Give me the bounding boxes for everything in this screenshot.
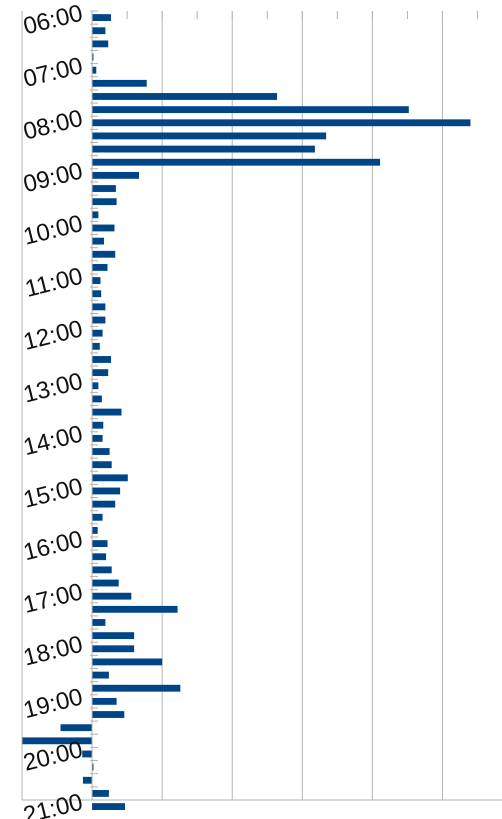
bar <box>92 382 99 390</box>
bar <box>92 566 112 574</box>
bar <box>92 540 108 547</box>
y-tick-label: 06:00 <box>21 0 86 40</box>
bar <box>92 395 102 403</box>
y-tick-label: 13:00 <box>21 368 86 409</box>
axes <box>21 10 502 801</box>
bar <box>92 763 94 771</box>
gridlines <box>161 11 443 800</box>
bar <box>92 369 109 377</box>
y-tick-label: 16:00 <box>21 526 86 567</box>
bar <box>92 93 278 100</box>
bar <box>92 329 103 337</box>
bar <box>92 14 111 21</box>
y-tick-label: 15:00 <box>21 473 86 514</box>
bar <box>92 474 128 482</box>
bar <box>92 697 117 705</box>
bar <box>92 224 115 232</box>
bar <box>92 592 132 600</box>
bar <box>92 290 102 298</box>
bar <box>92 171 140 179</box>
bar <box>92 711 125 718</box>
bar <box>92 53 94 61</box>
bar <box>92 40 109 48</box>
bar <box>92 619 106 626</box>
bar <box>92 145 315 153</box>
bar <box>82 776 93 784</box>
bar <box>92 79 147 87</box>
bar <box>92 527 98 534</box>
bar <box>92 264 108 271</box>
bar <box>92 513 103 521</box>
bar <box>92 198 117 206</box>
bar <box>92 356 111 363</box>
bar <box>92 316 106 324</box>
bar <box>92 645 135 653</box>
bar <box>92 119 471 127</box>
bar <box>22 737 93 745</box>
bar <box>92 632 135 640</box>
bar <box>92 342 100 350</box>
y-tick-labels: 06:00 07:00 08:00 09:00 10:00 11:00 12:00 13:00… <box>21 0 86 819</box>
bar <box>92 579 119 587</box>
bar <box>92 803 126 810</box>
y-tick-label: 18:00 <box>21 631 86 672</box>
y-tick-label: 14:00 <box>21 420 86 461</box>
bar <box>92 277 101 284</box>
bar <box>92 185 116 192</box>
bar <box>92 303 106 311</box>
bar <box>92 448 110 455</box>
bar <box>82 750 93 758</box>
bar <box>92 66 97 74</box>
bar <box>92 461 112 469</box>
bar <box>92 684 181 692</box>
bar <box>92 408 122 416</box>
y-tick-label: 21:00 <box>21 789 86 819</box>
bar <box>92 250 116 258</box>
y-tick-label: 11:00 <box>22 263 85 303</box>
bar <box>92 671 109 679</box>
y-tick-label: 12:00 <box>21 315 86 356</box>
bar <box>92 658 163 666</box>
bar <box>92 237 104 245</box>
bar <box>92 27 106 35</box>
y-tick-label: 07:00 <box>21 52 86 93</box>
y-tick-label: 09:00 <box>21 157 86 198</box>
y-tick-label: 08:00 <box>21 105 86 146</box>
bar <box>92 211 99 219</box>
bar <box>92 553 107 561</box>
y-tick-label: 19:00 <box>21 683 86 724</box>
bar <box>92 158 381 166</box>
bar <box>92 487 121 495</box>
bar <box>92 132 327 140</box>
bar <box>92 790 109 797</box>
y-tick-label: 17:00 <box>21 578 86 619</box>
bars <box>22 14 471 810</box>
bar <box>92 605 178 613</box>
y-tick-label: 10:00 <box>21 210 86 251</box>
bar <box>60 724 93 732</box>
bar <box>92 106 409 114</box>
bar <box>92 421 104 429</box>
bar <box>92 434 103 442</box>
bar <box>92 500 116 508</box>
